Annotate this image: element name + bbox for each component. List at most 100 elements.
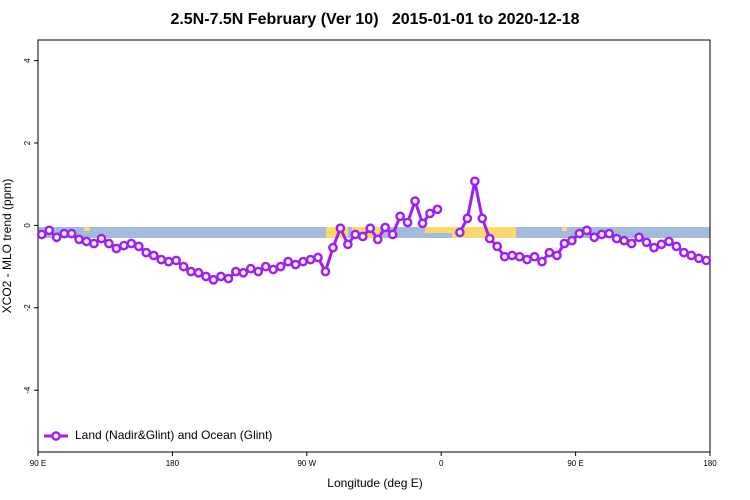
plot-frame xyxy=(37,39,711,453)
point xyxy=(365,223,376,234)
point xyxy=(111,243,122,254)
point xyxy=(231,266,241,277)
point xyxy=(626,238,637,249)
point xyxy=(641,237,652,248)
x-tick-label: 90 E xyxy=(30,459,46,468)
point xyxy=(96,233,107,244)
point xyxy=(298,256,308,267)
point xyxy=(335,223,346,234)
point xyxy=(133,241,144,252)
point xyxy=(126,238,137,249)
point xyxy=(402,217,413,228)
point xyxy=(343,239,353,250)
point xyxy=(529,251,540,262)
point xyxy=(178,261,189,272)
point xyxy=(290,259,301,270)
land-band xyxy=(84,227,90,231)
point xyxy=(51,232,62,243)
point xyxy=(163,256,174,267)
point xyxy=(574,228,585,239)
point xyxy=(537,256,547,267)
point xyxy=(357,231,368,242)
point xyxy=(245,263,256,274)
point xyxy=(492,241,503,252)
point xyxy=(44,225,55,236)
point xyxy=(522,254,532,265)
point xyxy=(223,273,234,284)
point xyxy=(328,242,338,253)
point xyxy=(36,229,47,240)
point xyxy=(66,228,77,239)
x-tick-label: 180 xyxy=(166,459,180,468)
land-band xyxy=(326,227,348,238)
point xyxy=(186,266,196,277)
chart-title: 2.5N-7.5N February (Ver 10) 2015-01-01 t… xyxy=(170,11,579,28)
legend-label: Land (Nadir&Glint) and Ocean (Glint) xyxy=(75,428,272,442)
y-tick-label: -4 xyxy=(23,386,32,394)
point xyxy=(201,271,211,282)
point xyxy=(671,241,682,252)
point xyxy=(507,250,517,261)
point xyxy=(395,211,405,222)
point xyxy=(148,250,159,261)
point xyxy=(559,238,570,249)
point xyxy=(104,238,114,249)
point xyxy=(455,227,465,238)
point xyxy=(320,266,331,277)
point xyxy=(514,251,525,262)
point xyxy=(462,213,473,224)
point xyxy=(499,251,510,262)
point xyxy=(59,228,69,239)
point xyxy=(119,240,129,251)
y-tick-label: -2 xyxy=(23,304,32,312)
point xyxy=(253,266,264,277)
point xyxy=(193,267,204,278)
legend-marker xyxy=(51,431,61,441)
point xyxy=(81,236,92,247)
point xyxy=(567,235,577,246)
point xyxy=(604,228,615,239)
point xyxy=(74,234,84,245)
point xyxy=(656,239,667,250)
point xyxy=(313,252,323,263)
point xyxy=(350,229,361,240)
point xyxy=(544,247,555,258)
point xyxy=(432,204,443,215)
point xyxy=(380,222,391,233)
point xyxy=(469,176,480,187)
point xyxy=(634,232,644,243)
point xyxy=(686,250,697,261)
point xyxy=(275,261,286,272)
y-tick-label: 0 xyxy=(23,223,32,228)
x-axis-label: Longitude (deg E) xyxy=(327,476,422,490)
point xyxy=(305,254,316,265)
point xyxy=(216,271,226,282)
x-tick-label: 0 xyxy=(439,459,444,468)
x-tick-label: 90 W xyxy=(297,459,316,468)
point xyxy=(89,238,99,249)
land-band xyxy=(425,227,452,233)
point xyxy=(156,254,167,265)
point xyxy=(693,253,704,264)
point xyxy=(417,218,428,229)
point xyxy=(589,232,600,243)
point xyxy=(581,225,592,236)
point xyxy=(410,196,420,206)
y-axis-label: XCO2 - MLO trend (ppm) xyxy=(0,179,14,314)
y-tick-label: 4 xyxy=(23,58,32,63)
point xyxy=(260,261,271,272)
point xyxy=(679,247,689,258)
point xyxy=(171,255,181,266)
point xyxy=(701,255,712,266)
point xyxy=(664,236,674,247)
point xyxy=(649,242,659,253)
point xyxy=(208,274,219,285)
point xyxy=(283,256,293,267)
point xyxy=(484,233,495,244)
x-tick-label: 90 E xyxy=(567,459,583,468)
point xyxy=(141,247,152,258)
point xyxy=(268,264,279,275)
point xyxy=(619,235,629,246)
land-band xyxy=(452,227,516,238)
